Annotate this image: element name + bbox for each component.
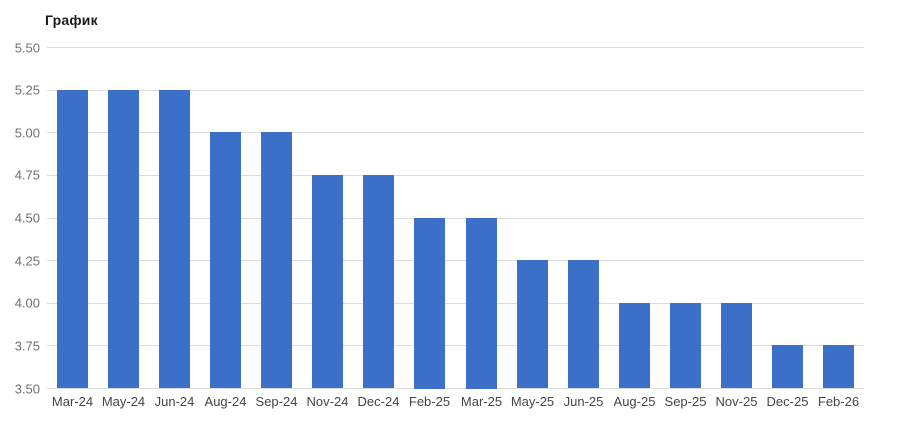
x-axis-tick-label: May-25 [510, 394, 555, 409]
bar[interactable] [823, 345, 854, 388]
y-axis-tick-label: 4.00 [14, 295, 40, 311]
bar[interactable] [466, 218, 497, 389]
gridline [47, 345, 864, 346]
bar[interactable] [312, 175, 343, 388]
bar[interactable] [721, 303, 752, 388]
x-axis-tick-label: Feb-25 [408, 394, 451, 409]
x-axis-tick-label: Nov-25 [715, 394, 758, 409]
gridline [47, 90, 864, 91]
gridline [47, 132, 864, 133]
bar[interactable] [108, 90, 139, 388]
x-axis-tick-label: Aug-24 [204, 394, 247, 409]
x-axis-tick-label: Aug-25 [613, 394, 656, 409]
y-axis-tick-label: 3.75 [14, 338, 40, 354]
x-axis-tick-label: Jun-25 [563, 394, 604, 409]
y-axis-tick-label: 4.75 [14, 167, 40, 183]
bar[interactable] [670, 303, 701, 388]
gridline [47, 218, 864, 219]
bar[interactable] [261, 132, 292, 388]
bar[interactable] [159, 90, 190, 388]
gridline [47, 388, 864, 389]
y-axis-tick-label: 5.25 [14, 82, 40, 98]
bar[interactable] [568, 260, 599, 388]
bar[interactable] [517, 260, 548, 388]
bar[interactable] [772, 345, 803, 388]
x-axis-tick-label: Feb-26 [817, 394, 860, 409]
y-axis-tick-label: 5.50 [14, 40, 40, 55]
gridline [47, 175, 864, 176]
y-axis-tick-label: 4.25 [14, 253, 40, 269]
chart-title: График [45, 12, 98, 28]
y-axis-tick-label: 4.50 [14, 210, 40, 226]
bar[interactable] [57, 90, 88, 388]
x-axis-tick-label: Sep-24 [255, 394, 298, 409]
bar[interactable] [414, 218, 445, 389]
gridline [47, 303, 864, 304]
x-axis-tick-label: Dec-24 [357, 394, 400, 409]
bar[interactable] [210, 132, 241, 388]
x-axis-tick-label: Sep-25 [664, 394, 707, 409]
x-axis-tick-label: Mar-25 [460, 394, 503, 409]
x-axis-tick-label: Mar-24 [51, 394, 94, 409]
x-axis-tick-label: Dec-25 [766, 394, 809, 409]
y-axis-tick-label: 5.00 [14, 125, 40, 141]
x-axis-tick-label: May-24 [101, 394, 146, 409]
x-axis-tick-label: Jun-24 [154, 394, 195, 409]
gridline [47, 47, 864, 48]
bar[interactable] [619, 303, 650, 388]
gridline [47, 260, 864, 261]
bar[interactable] [363, 175, 394, 388]
y-axis-tick-label: 3.50 [14, 381, 40, 396]
x-axis-tick-label: Nov-24 [306, 394, 349, 409]
